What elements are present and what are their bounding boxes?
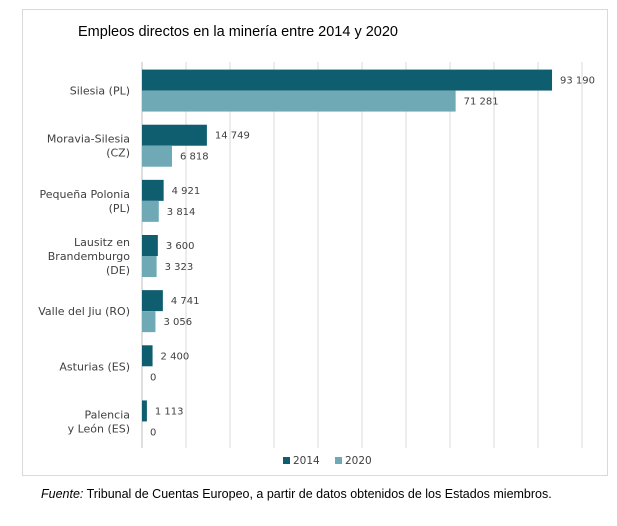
bar-2014 bbox=[142, 345, 153, 367]
value-label: 3 814 bbox=[167, 207, 196, 218]
category-label-line: Silesia (PL) bbox=[70, 85, 130, 98]
bar-2014 bbox=[142, 235, 158, 256]
value-label: 93 190 bbox=[560, 76, 595, 87]
category-label: Pequeña Polonia (PL) bbox=[40, 188, 130, 215]
category-label-line: (PL) bbox=[109, 202, 130, 215]
category-label-line: Brandemburgo bbox=[48, 250, 131, 263]
legend-label: 2014 bbox=[293, 455, 320, 467]
legend-label: 2020 bbox=[345, 455, 372, 467]
category-label: Palencia y León (ES) bbox=[68, 408, 130, 435]
legend-swatch-2020 bbox=[335, 457, 342, 464]
category-label: Moravia-Silesia (CZ) bbox=[47, 133, 130, 160]
bar-2014 bbox=[142, 179, 164, 201]
value-label: 3 600 bbox=[166, 241, 195, 252]
category-label: Asturias (ES) bbox=[59, 360, 130, 373]
category-label-line: y León (ES) bbox=[68, 422, 130, 435]
category-label: Valle del Jiu (RO) bbox=[38, 305, 130, 318]
chart-title: Empleos directos en la minería entre 201… bbox=[78, 24, 398, 40]
bar-2014 bbox=[142, 400, 147, 422]
value-label: 3 323 bbox=[165, 262, 194, 273]
value-label: 6 818 bbox=[180, 152, 209, 163]
bar-2014 bbox=[142, 69, 553, 91]
category-label-line: Moravia-Silesia bbox=[47, 133, 130, 146]
value-label: 2 400 bbox=[161, 351, 190, 362]
bar-2020 bbox=[142, 311, 156, 333]
bar-2014 bbox=[142, 124, 207, 146]
category-label-line: (DE) bbox=[106, 264, 130, 277]
bar-2020 bbox=[142, 90, 456, 112]
bar-2020 bbox=[142, 200, 159, 222]
source-label: Fuente: bbox=[41, 487, 84, 501]
value-label: 0 bbox=[150, 372, 156, 383]
legend-swatch-2014 bbox=[283, 457, 290, 464]
category-label-line: Valle del Jiu (RO) bbox=[38, 305, 130, 318]
value-label: 4 741 bbox=[171, 296, 200, 307]
bar-2020 bbox=[142, 256, 157, 277]
source-note: Fuente: Tribunal de Cuentas Europeo, a p… bbox=[41, 487, 552, 501]
category-label-line: Lausitz en bbox=[74, 236, 130, 249]
value-label: 1 113 bbox=[155, 406, 184, 417]
value-label: 0 bbox=[150, 427, 156, 438]
source-text: Tribunal de Cuentas Europeo, a partir de… bbox=[83, 487, 552, 501]
chart-frame bbox=[22, 9, 608, 476]
category-label-line: Pequeña Polonia bbox=[40, 188, 130, 201]
bar-2020 bbox=[142, 145, 172, 167]
category-label-line: Asturias (ES) bbox=[59, 360, 130, 373]
category-label: Lausitz en Brandemburgo (DE) bbox=[48, 236, 131, 277]
category-label-line: (CZ) bbox=[106, 147, 130, 160]
bar-2014 bbox=[142, 290, 163, 312]
value-label: 3 056 bbox=[163, 317, 192, 328]
category-label: Silesia (PL) bbox=[70, 85, 130, 98]
value-label: 14 749 bbox=[215, 131, 250, 142]
value-label: 4 921 bbox=[172, 186, 201, 197]
category-label-line: Palencia bbox=[84, 408, 130, 421]
value-label: 71 281 bbox=[464, 97, 499, 108]
